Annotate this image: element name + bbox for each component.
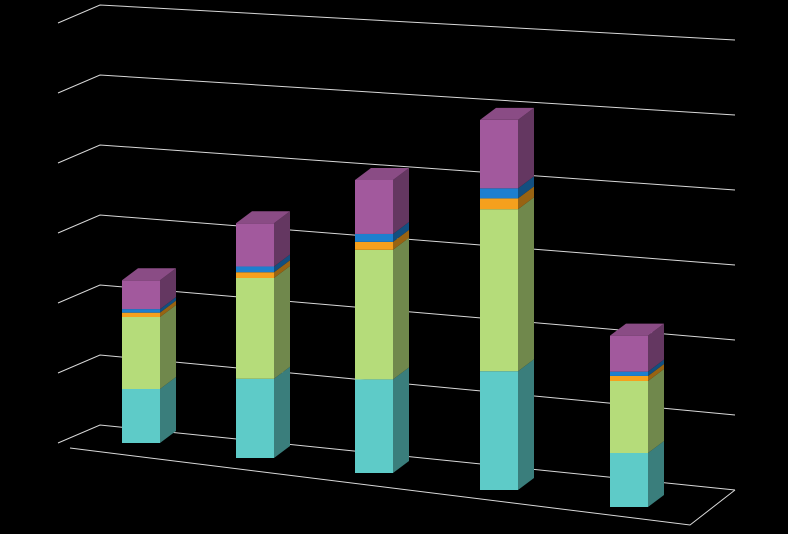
bar-side — [393, 367, 409, 473]
bar-front — [236, 278, 274, 379]
bar-segment — [610, 323, 664, 372]
bar-front — [480, 371, 518, 490]
bar-side — [648, 441, 664, 507]
bar-segment — [236, 211, 290, 267]
bar-front — [236, 378, 274, 458]
bar-side — [648, 369, 664, 453]
bar-front — [610, 335, 648, 372]
bar-segment — [355, 221, 409, 242]
bar-front — [236, 266, 274, 273]
bar-segment — [610, 369, 664, 453]
bar-segment — [355, 367, 409, 473]
bar-front — [355, 379, 393, 473]
bar-top — [122, 268, 176, 281]
bar-side — [160, 305, 176, 389]
bar-side — [393, 167, 409, 234]
bar-segment — [355, 237, 409, 380]
grid-line — [57, 74, 736, 116]
bar-front — [610, 453, 648, 507]
bar-front — [236, 272, 274, 278]
bar-segment — [122, 377, 176, 443]
bar-segment — [236, 366, 290, 458]
bar-front — [480, 209, 518, 372]
bar-side — [518, 186, 534, 210]
bar-side — [274, 254, 290, 273]
bar-side — [274, 266, 290, 379]
bar-front — [122, 280, 160, 310]
bar-segment — [480, 107, 534, 189]
bar-front — [122, 389, 160, 443]
bar-side — [648, 323, 664, 372]
bar-front — [122, 309, 160, 313]
bar-top — [236, 211, 290, 224]
bar-front — [355, 241, 393, 250]
floor-edge — [69, 447, 736, 526]
bar-front — [236, 223, 274, 267]
bar-segment — [122, 305, 176, 389]
bar-segment — [610, 359, 664, 376]
bar-front — [355, 233, 393, 242]
bar-front — [355, 249, 393, 380]
bar-segment — [480, 197, 534, 372]
bar-segment — [610, 441, 664, 507]
bar-side — [648, 359, 664, 376]
bar-segment — [122, 300, 176, 317]
bar-top — [480, 107, 534, 120]
bar-side — [648, 363, 664, 381]
bar-top — [610, 323, 664, 336]
bar-segment — [122, 268, 176, 310]
bar-segment — [610, 363, 664, 381]
bar-side — [393, 221, 409, 242]
bar-segment — [480, 186, 534, 210]
bar-front — [480, 119, 518, 189]
bar-side — [160, 297, 176, 313]
bar-side — [518, 359, 534, 490]
bar-segment — [480, 359, 534, 490]
bar-front — [122, 317, 160, 389]
bar-side — [518, 107, 534, 189]
bar-side — [393, 237, 409, 380]
bar-front — [480, 188, 518, 199]
bar-front — [480, 198, 518, 210]
bar-front — [610, 375, 648, 381]
bar-side — [160, 268, 176, 310]
bar-front — [355, 179, 393, 234]
bar-side — [160, 300, 176, 317]
bar-side — [160, 377, 176, 443]
bar-segment — [355, 167, 409, 234]
bar-front — [122, 312, 160, 317]
bar-top — [355, 167, 409, 180]
grid-line — [57, 4, 736, 41]
bar-front — [610, 371, 648, 376]
bar-segment — [236, 260, 290, 278]
bar-side — [274, 260, 290, 278]
bar-segment — [480, 176, 534, 199]
bar-side — [274, 366, 290, 458]
bar-segment — [236, 254, 290, 273]
bar-segment — [122, 297, 176, 313]
bar-segment — [236, 266, 290, 379]
bar-front — [610, 381, 648, 453]
bar-side — [274, 211, 290, 267]
bar-side — [518, 197, 534, 372]
bar-segment — [355, 229, 409, 250]
bar-side — [393, 229, 409, 250]
bar-side — [518, 176, 534, 199]
